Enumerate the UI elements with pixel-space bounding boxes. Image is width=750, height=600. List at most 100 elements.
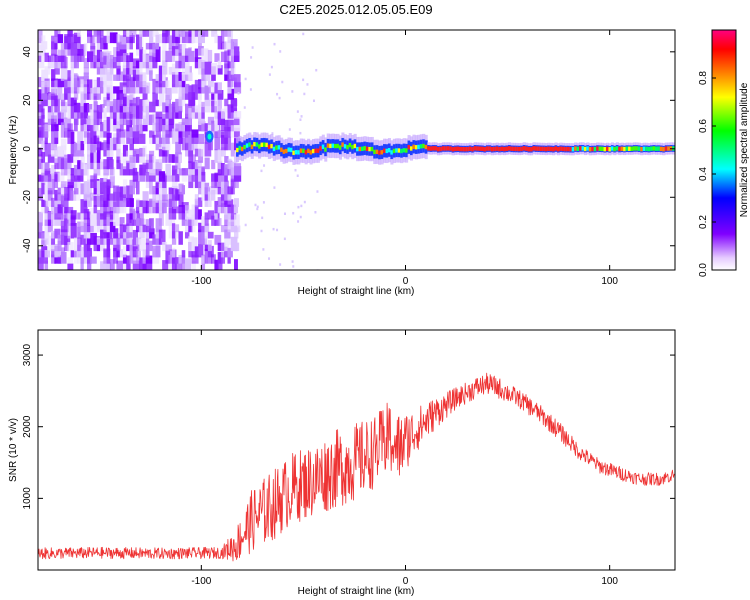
heatmap-core [270, 143, 274, 149]
heatmap-core [358, 146, 362, 152]
heatmap-cell [185, 143, 192, 151]
heatmap-cell [224, 238, 231, 245]
heatmap-cell [73, 30, 78, 31]
heatmap-core [586, 146, 590, 151]
heatmap-core [368, 146, 372, 152]
heatmap-core [539, 146, 543, 152]
heatmap-core [260, 142, 264, 147]
heatmap-cell [175, 189, 180, 201]
heatmap-core [530, 147, 534, 152]
heatmap-cell [116, 237, 121, 252]
heatmap-cell [185, 258, 192, 270]
heatmap-cell [122, 158, 127, 170]
heatmap-cell [155, 245, 161, 258]
heatmap-cell [126, 120, 133, 132]
heatmap-core [463, 147, 467, 152]
heatmap-core [527, 147, 531, 152]
heatmap-cell [234, 82, 242, 94]
heatmap-cell [54, 189, 58, 201]
heatmap-cell [230, 178, 236, 189]
heatmap-cell [256, 207, 259, 211]
heatmap-cell [178, 44, 185, 56]
heatmap-cell [158, 137, 165, 144]
heatmap-cell [171, 169, 176, 182]
heatmap-cell [204, 61, 212, 75]
heatmap-cell [96, 238, 101, 252]
heatmap-cell [139, 238, 145, 252]
heatmap-cell [136, 237, 142, 245]
heatmap-cell [116, 218, 122, 226]
heatmap-cell [60, 138, 67, 151]
heatmap-cell [217, 149, 223, 163]
heatmap-cell [178, 191, 184, 207]
heatmap-cell [224, 229, 231, 239]
heatmap-cell [162, 102, 168, 113]
heatmap-cell [211, 99, 216, 107]
heatmap-cell [41, 151, 46, 163]
heatmap-cell [194, 48, 199, 62]
heatmap-cell [41, 182, 46, 195]
heatmap-cell [168, 30, 173, 31]
heatmap-cell [103, 166, 110, 176]
heatmap-core [593, 146, 597, 152]
heatmap-core [262, 142, 267, 147]
heatmap-cell [171, 30, 179, 44]
y-tick-label: -20 [22, 190, 33, 205]
heatmap-cell [194, 33, 201, 44]
heatmap-cell [185, 125, 191, 138]
heatmap-cell [119, 163, 124, 176]
heatmap-core [407, 145, 411, 150]
heatmap-cell [145, 154, 152, 163]
heatmap-core [547, 146, 551, 151]
heatmap-cell [44, 124, 51, 132]
heatmap-cell [106, 69, 113, 81]
heatmap-cell [51, 143, 58, 151]
heatmap-cell [234, 242, 240, 252]
heatmap-cell [207, 240, 212, 252]
heatmap-cell [217, 100, 222, 113]
heatmap-cell [178, 76, 182, 88]
snr-panel: -100 0 100 1000 2000 3000 Height of straight … [8, 329, 676, 597]
heatmap-cell [103, 140, 109, 151]
heatmap-cell [188, 150, 194, 163]
heatmap-cell [194, 246, 199, 258]
heatmap-cell [145, 30, 153, 31]
heatmap-cell [158, 83, 163, 94]
heatmap-cell [198, 45, 204, 56]
heatmap-cell [220, 51, 227, 62]
heatmap-cell [41, 69, 49, 81]
heatmap-cell [227, 70, 232, 81]
heatmap-cell [152, 30, 159, 37]
heatmap-cell [70, 55, 77, 69]
heatmap-cell [171, 206, 179, 214]
heatmap-cell [122, 144, 128, 157]
heatmap-cell [145, 99, 150, 107]
heatmap-cell [168, 47, 175, 62]
heatmap-cell [87, 249, 92, 258]
heatmap-cell [149, 218, 154, 233]
heatmap-cell [227, 40, 234, 50]
heatmap-cell [83, 86, 90, 94]
heatmap-core [409, 146, 414, 151]
heatmap-cell [178, 30, 184, 37]
heatmap-cell [194, 148, 202, 157]
heatmap-core [424, 144, 428, 150]
heatmap-cell [198, 104, 204, 113]
heatmap-cell [185, 230, 190, 239]
heatmap-cell [113, 243, 120, 252]
heatmap-core [552, 147, 556, 152]
heatmap-cell [136, 154, 140, 163]
heatmap-cell [54, 30, 58, 37]
heatmap-cell [214, 104, 218, 119]
heatmap-cell [162, 42, 167, 56]
heatmap-cell [126, 95, 133, 107]
heatmap-core [373, 149, 377, 155]
heatmap-cell [116, 159, 121, 170]
heatmap-cell [132, 148, 140, 157]
heatmap-cell [77, 54, 82, 62]
heatmap-cell [106, 92, 112, 100]
heatmap-cell [230, 215, 236, 226]
heatmap-core [598, 146, 602, 151]
x-tick-label: 0 [403, 276, 409, 287]
heatmap-cell [70, 42, 78, 56]
